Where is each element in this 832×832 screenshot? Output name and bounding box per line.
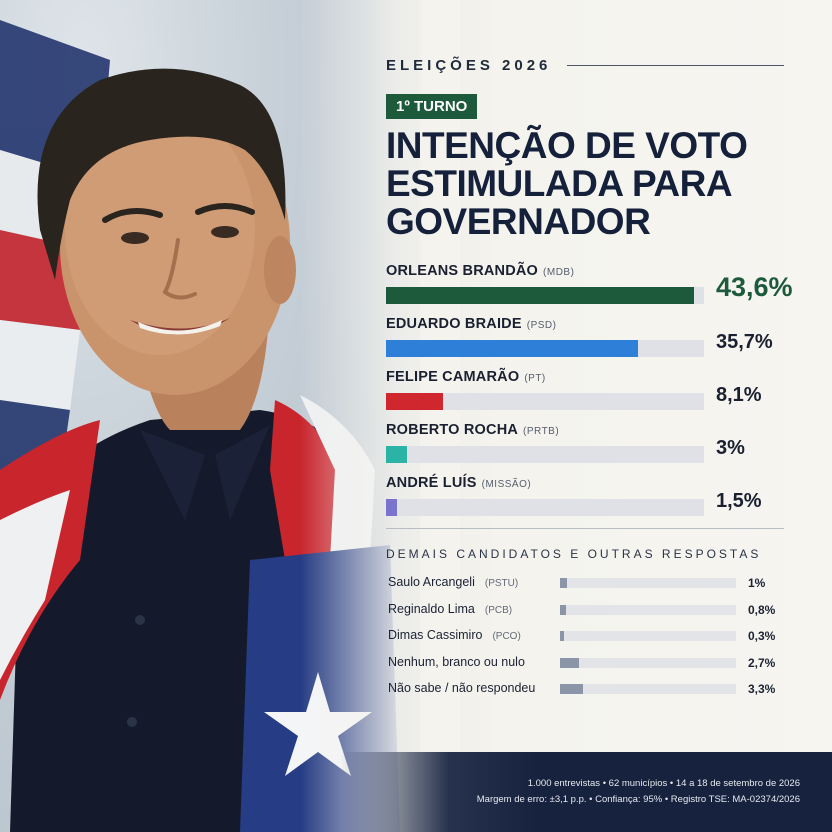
bar	[560, 578, 568, 588]
headline-line-1: INTENÇÃO DE VOTO	[386, 125, 748, 166]
data-label: 2,7%	[748, 655, 776, 670]
candidate-party: (PT)	[524, 373, 546, 384]
other-row: Saulo Arcangeli (PSTU) 1%	[386, 575, 806, 602]
data-label: 0,3%	[748, 629, 776, 643]
candidate-party: (MISSÃO)	[481, 479, 532, 490]
main-candidates-chart: ORLEANS BRANDÃO (MDB) 43,6% EDUARDO BRAIDE(…	[386, 263, 806, 528]
candidate-name: ORLEANS BRANDÃO (MDB)	[386, 263, 575, 279]
candidate-photo	[0, 20, 400, 832]
bar	[560, 684, 584, 694]
bar-track	[386, 446, 704, 463]
bar-track	[560, 604, 736, 615]
bar-track	[560, 631, 736, 641]
bar	[386, 499, 397, 516]
eyebrow: ELEIÇÕES 2026	[386, 50, 806, 80]
candidate-party: (PRTB)	[523, 426, 560, 437]
bar-track	[560, 657, 736, 668]
data-label: 0,8%	[748, 602, 776, 617]
other-party: (PSTU)	[484, 578, 519, 589]
candidate-name: ROBERTO ROCHA (PRTB)	[386, 422, 560, 438]
footer-line-2: Margem de erro: ±3,1 p.p. • Confiança: 9…	[476, 794, 800, 805]
data-label: 3%	[716, 437, 745, 459]
other-row: Nenhum, branco ou nulo 2,7%	[386, 655, 806, 682]
candidate-name: FELIPE CAMARÃO (PT)	[386, 369, 546, 385]
others-title: DEMAIS CANDIDATOS E OUTRAS RESPOSTAS	[386, 547, 762, 561]
data-label: 3,3%	[748, 682, 776, 696]
other-row: Reginaldo Lima (PCB) 0,8%	[386, 602, 806, 629]
bar	[560, 604, 566, 615]
bar	[386, 340, 639, 357]
methodology-footer: 1.000 entrevistas • 62 municípios • 14 a…	[477, 776, 800, 808]
bar	[386, 393, 444, 410]
data-label: 1%	[748, 576, 766, 590]
headline-line-2: ESTIMULADA PARA	[386, 163, 733, 204]
bar-track	[386, 393, 704, 410]
candidate-row: FELIPE CAMARÃO (PT) 8,1%	[386, 369, 806, 422]
eyebrow-rule	[567, 64, 784, 66]
other-name: Nenhum, branco ou nulo	[388, 654, 525, 669]
candidate-row: EDUARDO BRAIDE (PSD) 35,7%	[386, 316, 806, 369]
candidate-row: ANDRÉ LUÍS (MISSÃO) 1,5%	[386, 475, 806, 528]
data-label: 1,5%	[716, 490, 762, 512]
bar-track	[560, 578, 736, 588]
bar-track	[560, 684, 736, 694]
eyebrow-text: ELEIÇÕES 2026	[386, 56, 552, 74]
bar	[560, 631, 564, 641]
other-name: Não sabe / não respondeu	[388, 681, 536, 695]
round-badge: 1º TURNO	[386, 94, 478, 119]
data-label: 43,6%	[716, 272, 793, 302]
other-name: Reginaldo Lima (PCB)	[388, 601, 513, 616]
candidate-name: EDUARDO BRAIDE (PSD)	[386, 316, 557, 332]
candidate-name: ANDRÉ LUÍS (MISSÃO)	[386, 475, 532, 491]
bar-track	[386, 287, 704, 304]
chart-title: INTENÇÃO DE VOTO ESTIMULADA PARA GOVERNA…	[386, 127, 806, 241]
bar-track	[386, 499, 704, 516]
other-name: Dimas Cassimiro (PCO)	[388, 628, 521, 642]
other-row: Dimas Cassimiro (PCO) 0,3%	[386, 628, 806, 655]
data-label: 35,7%	[716, 331, 773, 353]
candidate-party: (MDB)	[543, 267, 575, 278]
data-label: 8,1%	[716, 384, 762, 406]
other-party: (PCB)	[484, 604, 513, 616]
candidate-row: ORLEANS BRANDÃO (MDB) 43,6%	[386, 263, 806, 316]
candidate-row: ROBERTO ROCHA (PRTB) 3%	[386, 422, 806, 475]
bar	[386, 446, 408, 463]
footer-line-1: 1.000 entrevistas • 62 municípios • 14 a…	[527, 778, 800, 789]
other-party: (PCO)	[492, 631, 521, 642]
headline-line-3: GOVERNADOR	[386, 201, 651, 242]
bar	[386, 287, 695, 304]
photo-fade	[300, 0, 460, 832]
results-panel: ELEIÇÕES 2026 1º TURNO INTENÇÃO DE VOTO …	[386, 50, 806, 708]
other-name: Saulo Arcangeli (PSTU)	[388, 575, 519, 589]
bar	[560, 657, 579, 668]
section-divider	[386, 528, 784, 529]
others-chart: Saulo Arcangeli (PSTU) 1% Reginaldo Lima (PC…	[386, 575, 806, 708]
footer-band	[340, 752, 832, 832]
other-row: Não sabe / não respondeu 3,3%	[386, 681, 806, 708]
candidate-party: (PSD)	[526, 320, 557, 331]
bar-track	[386, 340, 704, 357]
